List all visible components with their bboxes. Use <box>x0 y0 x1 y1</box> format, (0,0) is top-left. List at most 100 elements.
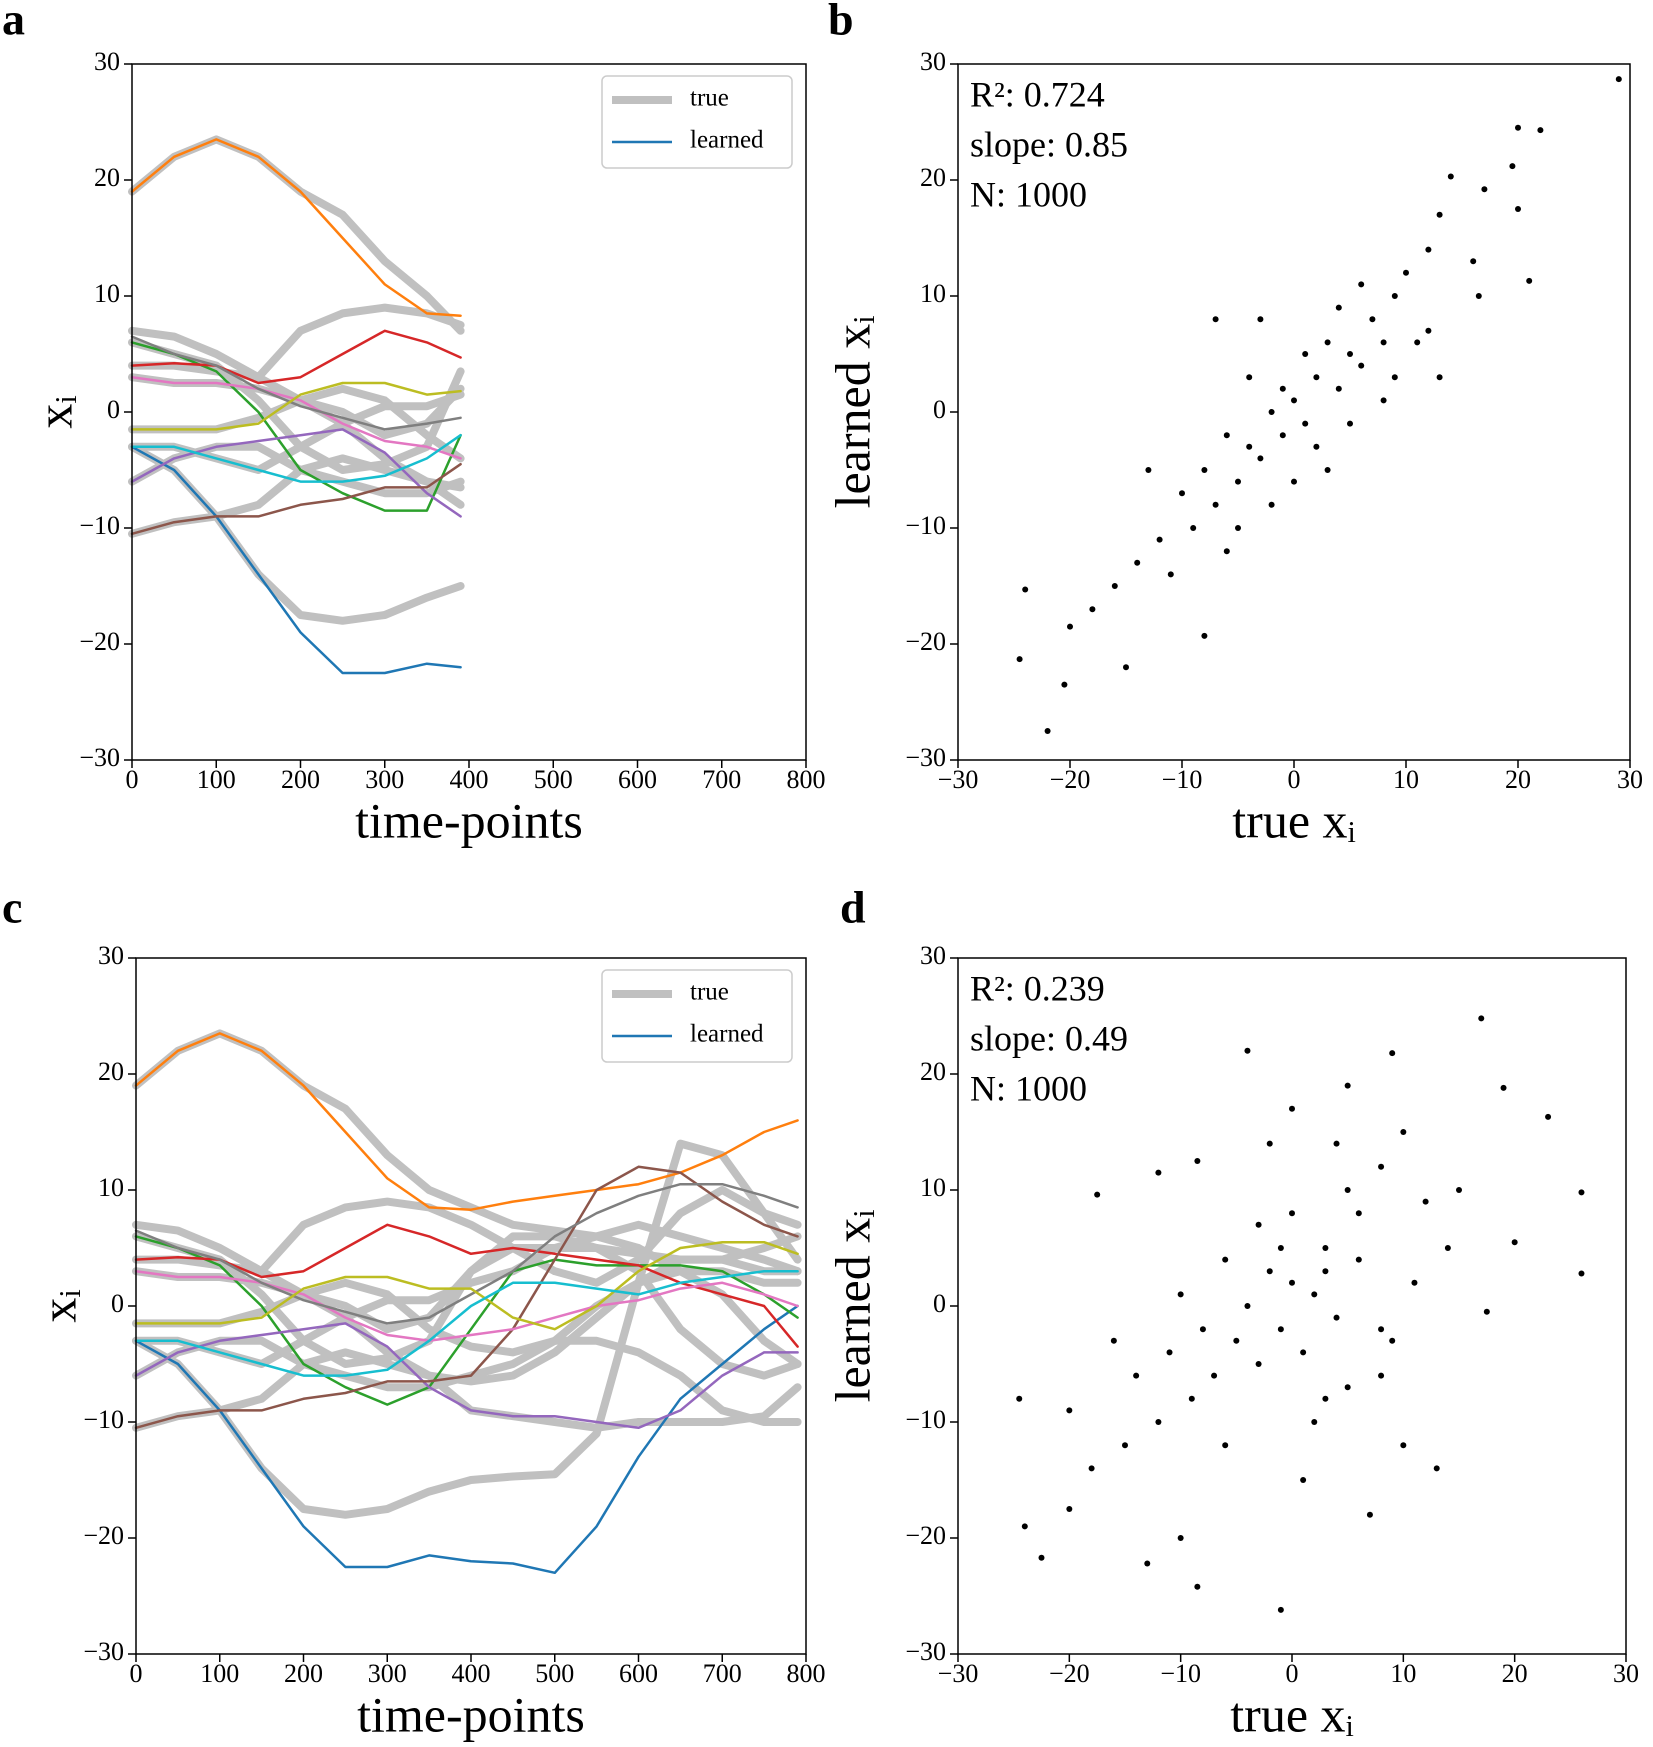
scatter-point <box>1389 1337 1396 1344</box>
scatter-point <box>1199 1326 1206 1333</box>
scatter-point <box>1578 1189 1585 1196</box>
x-tick-label: 300 <box>365 765 404 794</box>
x-tick-label: 20 <box>1505 765 1531 794</box>
scatter-point <box>1257 455 1264 462</box>
scatter-point <box>1414 339 1421 346</box>
scatter-point <box>1255 1361 1262 1367</box>
scatter-point <box>1061 681 1068 688</box>
scatter-point <box>1324 467 1331 473</box>
scatter-point <box>1537 127 1544 134</box>
panel-label: a <box>2 0 25 45</box>
y-tick-label: −30 <box>79 743 120 772</box>
scatter-point <box>1380 339 1387 346</box>
scatter-point <box>1289 1279 1295 1286</box>
scatter-point <box>1347 351 1353 357</box>
series-line <box>130 335 462 431</box>
scatter-point <box>1511 1239 1518 1246</box>
plot-area <box>1016 1015 1585 1613</box>
y-tick-label: −30 <box>905 1637 946 1666</box>
scatter-point <box>1578 1270 1585 1277</box>
scatter-point <box>1311 1291 1318 1298</box>
scatter-point <box>1289 1210 1295 1217</box>
x-tick-label: 800 <box>787 1659 826 1688</box>
y-axis-label: learned xᵢ <box>824 1210 880 1403</box>
y-tick-label: 0 <box>933 395 946 424</box>
scatter-point <box>1335 304 1342 311</box>
series-line <box>134 1235 799 1406</box>
plot-area <box>128 135 465 675</box>
y-tick-label: 20 <box>920 1057 946 1086</box>
series-line <box>130 341 462 512</box>
axes-frame <box>957 957 1627 1655</box>
y-tick-label: −30 <box>905 743 946 772</box>
scatter-point <box>1268 409 1275 415</box>
axes-frame <box>135 957 807 1655</box>
series-line <box>134 1269 799 1343</box>
scatter-point <box>1277 1606 1284 1613</box>
scatter-point <box>1324 339 1331 346</box>
series-line <box>130 381 462 431</box>
x-tick-label: 30 <box>1613 1659 1639 1688</box>
scatter-point <box>1391 374 1398 381</box>
scatter-point <box>1066 1407 1073 1414</box>
scatter-point <box>1110 1337 1117 1344</box>
scatter-point <box>1344 1384 1351 1391</box>
x-tick-label: 10 <box>1390 1659 1416 1688</box>
scatter-point <box>1400 1442 1407 1449</box>
x-tick-label: 100 <box>200 1659 239 1688</box>
scatter-point <box>1212 316 1219 323</box>
y-tick-label: 10 <box>98 1173 124 1202</box>
y-tick-label: −10 <box>79 511 120 540</box>
series-line <box>130 445 462 675</box>
scatter-point <box>1447 173 1454 180</box>
y-tick-label: 0 <box>107 395 120 424</box>
scatter-point <box>1133 1372 1140 1379</box>
scatter-point <box>1475 293 1482 299</box>
series-line <box>134 1165 799 1430</box>
scatter-point <box>1089 606 1096 613</box>
x-tick-label: 700 <box>702 765 741 794</box>
y-tick-label: −30 <box>83 1637 124 1666</box>
scatter-point <box>1333 1314 1340 1321</box>
scatter-point <box>1478 1015 1485 1022</box>
scatter-point <box>1088 1465 1095 1472</box>
scatter-point <box>1167 571 1174 578</box>
x-axis-label: time-points <box>357 1686 585 1742</box>
scatter-point <box>1155 1169 1162 1176</box>
y-tick-label: −20 <box>905 1521 946 1550</box>
scatter-point <box>1145 467 1152 473</box>
annotation: slope: 0.49 <box>970 1018 1128 1058</box>
scatter-point <box>1177 1535 1184 1541</box>
x-tick-label: 500 <box>535 1659 574 1688</box>
scatter-point <box>1481 186 1488 193</box>
y-axis-label: xᵢ <box>26 395 82 428</box>
x-tick-label: 600 <box>619 1659 658 1688</box>
scatter-point <box>1266 1140 1273 1147</box>
annotation: N: 1000 <box>970 1068 1087 1108</box>
plot-area <box>1016 76 1622 734</box>
x-tick-label: 800 <box>787 765 826 794</box>
legend-label: true <box>690 85 729 112</box>
scatter-point <box>1389 1050 1396 1057</box>
scatter-point <box>1211 1372 1218 1379</box>
series-line <box>130 375 462 460</box>
x-tick-label: 400 <box>452 1659 491 1688</box>
scatter-point <box>1470 258 1477 265</box>
scatter-point <box>1355 1256 1362 1263</box>
y-tick-label: 30 <box>920 47 946 76</box>
scatter-point <box>1067 623 1073 630</box>
scatter-point <box>1246 374 1253 381</box>
x-tick-label: 0 <box>130 1659 143 1688</box>
annotation: R²: 0.239 <box>970 968 1105 1008</box>
scatter-point <box>1436 211 1443 218</box>
x-tick-label: 0 <box>1286 1659 1299 1688</box>
axes-frame <box>957 63 1631 761</box>
scatter-point <box>1378 1163 1385 1170</box>
legend-label: learned <box>690 1021 764 1048</box>
scatter-point <box>1322 1245 1329 1251</box>
y-tick-label: −20 <box>79 627 120 656</box>
annotation: N: 1000 <box>970 174 1087 214</box>
scatter-point <box>1156 536 1163 543</box>
scatter-point <box>1322 1268 1329 1275</box>
